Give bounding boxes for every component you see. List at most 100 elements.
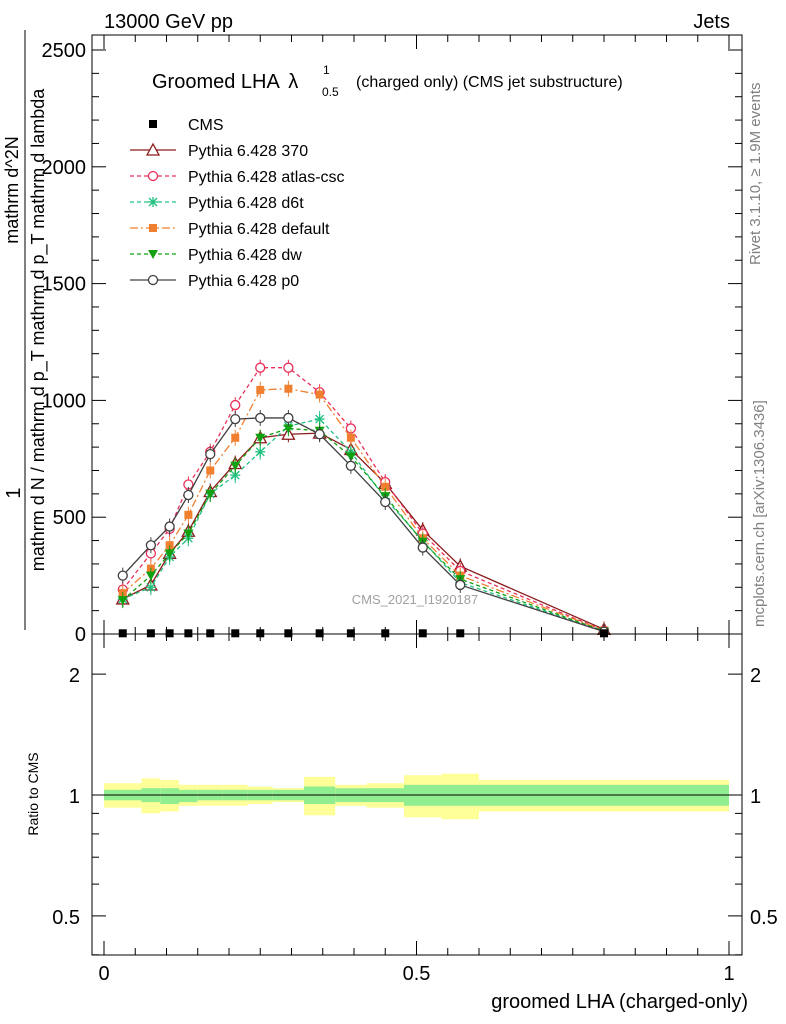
- x-tick-label: 0: [98, 963, 109, 985]
- marker-square: [149, 224, 157, 232]
- marker-square: [284, 384, 293, 393]
- legend: CMS Pythia 6.428 370 Pythia 6.428 atlas-cs…: [130, 117, 345, 290]
- main-series: [115, 359, 612, 640]
- marker-circle: [147, 170, 159, 182]
- marker-data: [184, 629, 193, 638]
- main-y-tick-label: 1500: [42, 274, 87, 296]
- marker-square: [231, 433, 240, 442]
- marker-star-stroke: [148, 197, 158, 207]
- marker-circle: [147, 274, 159, 286]
- marker-square: [165, 541, 174, 550]
- x-tick-label: 0.5: [403, 963, 431, 985]
- marker-triangle-down: [255, 433, 266, 443]
- header-left: 13000 GeV pp: [104, 11, 233, 33]
- marker-circle: [417, 542, 428, 553]
- marker-data: [165, 629, 174, 638]
- legend-label: Pythia 6.428 d6t: [188, 195, 304, 212]
- ratio-y-label: Ratio to CMS: [25, 752, 41, 835]
- mcplots-label: mcplots.cern.ch [arXiv:1306.3436]: [751, 400, 768, 627]
- marker-star: [314, 414, 325, 425]
- marker-star: [148, 197, 158, 207]
- marker-square: [184, 510, 193, 519]
- rivet-label: Rivet 3.1.10, ≥ 1.9M events: [747, 83, 764, 266]
- marker-circle: [345, 460, 357, 471]
- title-main: Groomed LHA: [152, 71, 280, 93]
- legend-label: Pythia 6.428 default: [188, 221, 330, 238]
- x-axis-label: groomed LHA (charged-only): [491, 991, 748, 1013]
- marker-star: [255, 446, 266, 457]
- marker-data: [600, 629, 608, 638]
- marker-star-stroke: [255, 447, 265, 457]
- ratio-y-tick-label: 1: [69, 786, 80, 808]
- ylabel-numer2: mathrm d^2N: [2, 136, 22, 243]
- ratio-y-tick-label: 0.5: [52, 907, 80, 929]
- marker-circle: [183, 489, 194, 501]
- marker-circle: [164, 521, 175, 532]
- series-line: [122, 388, 605, 632]
- marker-square: [206, 466, 215, 475]
- marker-circle: [145, 540, 157, 551]
- legend-label: Pythia 6.428 atlas-csc: [188, 169, 345, 186]
- marker-data: [346, 629, 355, 638]
- ratio-x-ticks: 0 0.5 1: [98, 634, 735, 985]
- legend-label: CMS: [188, 117, 224, 134]
- legend-label: Pythia 6.428 370: [188, 143, 308, 160]
- marker-data: [231, 629, 240, 638]
- plot-title: Groomed LHA λ 1 0.5 (charged only) (CMS …: [152, 63, 623, 99]
- title-sub: 0.5: [322, 85, 339, 99]
- main-y-tick-label: 2000: [42, 157, 87, 179]
- marker-data: [256, 629, 265, 638]
- legend-label: Pythia 6.428 p0: [188, 273, 299, 290]
- marker-triangle-down: [164, 549, 175, 559]
- marker-circle: [230, 399, 241, 411]
- main-y-tick-label: 2500: [42, 40, 87, 62]
- series-line: [122, 417, 605, 633]
- ratio-y-tick-label-right: 2: [750, 665, 761, 687]
- series-5: [117, 409, 610, 640]
- main-y-tick-label: 0: [75, 624, 86, 646]
- marker-circle: [283, 362, 294, 373]
- ylabel-denom: mathrm d N / mathrm d p_T mathrm d p_T m…: [28, 88, 49, 571]
- marker-data: [146, 629, 155, 638]
- marker-triangle-down: [183, 529, 194, 539]
- main-y-ticks: 0 500 1000 1500 2000 2500: [42, 40, 742, 646]
- marker-data: [381, 629, 390, 638]
- marker-square: [346, 433, 355, 442]
- marker-square: [256, 385, 265, 394]
- title-sup: 1: [323, 63, 330, 77]
- legend-entry: CMS: [149, 117, 224, 134]
- marker-triangle-down: [230, 461, 241, 471]
- marker-data: [456, 629, 465, 638]
- main-y-tick-label: 500: [53, 507, 86, 529]
- data-points: [118, 629, 608, 638]
- main-panel: 0 500 1000 1500 2000 2500 CMS_2021_I1920187 G…: [2, 30, 743, 646]
- marker-data: [118, 629, 127, 638]
- marker-circle: [380, 496, 391, 508]
- marker-data: [206, 629, 215, 638]
- marker-triangle-down: [345, 452, 356, 462]
- ratio-y-tick-label: 2: [69, 665, 80, 687]
- title-lambda: λ: [288, 71, 298, 93]
- marker-circle: [205, 448, 216, 460]
- x-tick-label: 1: [723, 963, 734, 985]
- marker-circle: [255, 362, 266, 373]
- marker-circle: [255, 412, 266, 424]
- marker-star: [145, 582, 156, 593]
- marker-circle: [283, 412, 294, 424]
- marker-triangle-down: [117, 596, 128, 606]
- title-rest: (charged only) (CMS jet substructure): [356, 74, 623, 91]
- legend-entry: Pythia 6.428 atlas-csc: [130, 169, 345, 186]
- legend-entry: Pythia 6.428 d6t: [130, 195, 304, 212]
- marker-triangle-down: [145, 571, 156, 581]
- ylabel-numer: 1: [3, 487, 25, 498]
- main-y-label: 1 mathrm d N / mathrm d p_T mathrm d p_T…: [2, 30, 49, 630]
- band-inner: [179, 789, 198, 803]
- marker-data: [418, 629, 427, 638]
- legend-entry: Pythia 6.428 p0: [130, 273, 299, 290]
- marker-circle: [314, 429, 325, 440]
- legend-label: Pythia 6.428 dw: [188, 247, 302, 264]
- header-right: Jets: [693, 11, 730, 33]
- marker-square: [315, 390, 324, 399]
- marker-star-stroke: [230, 470, 240, 480]
